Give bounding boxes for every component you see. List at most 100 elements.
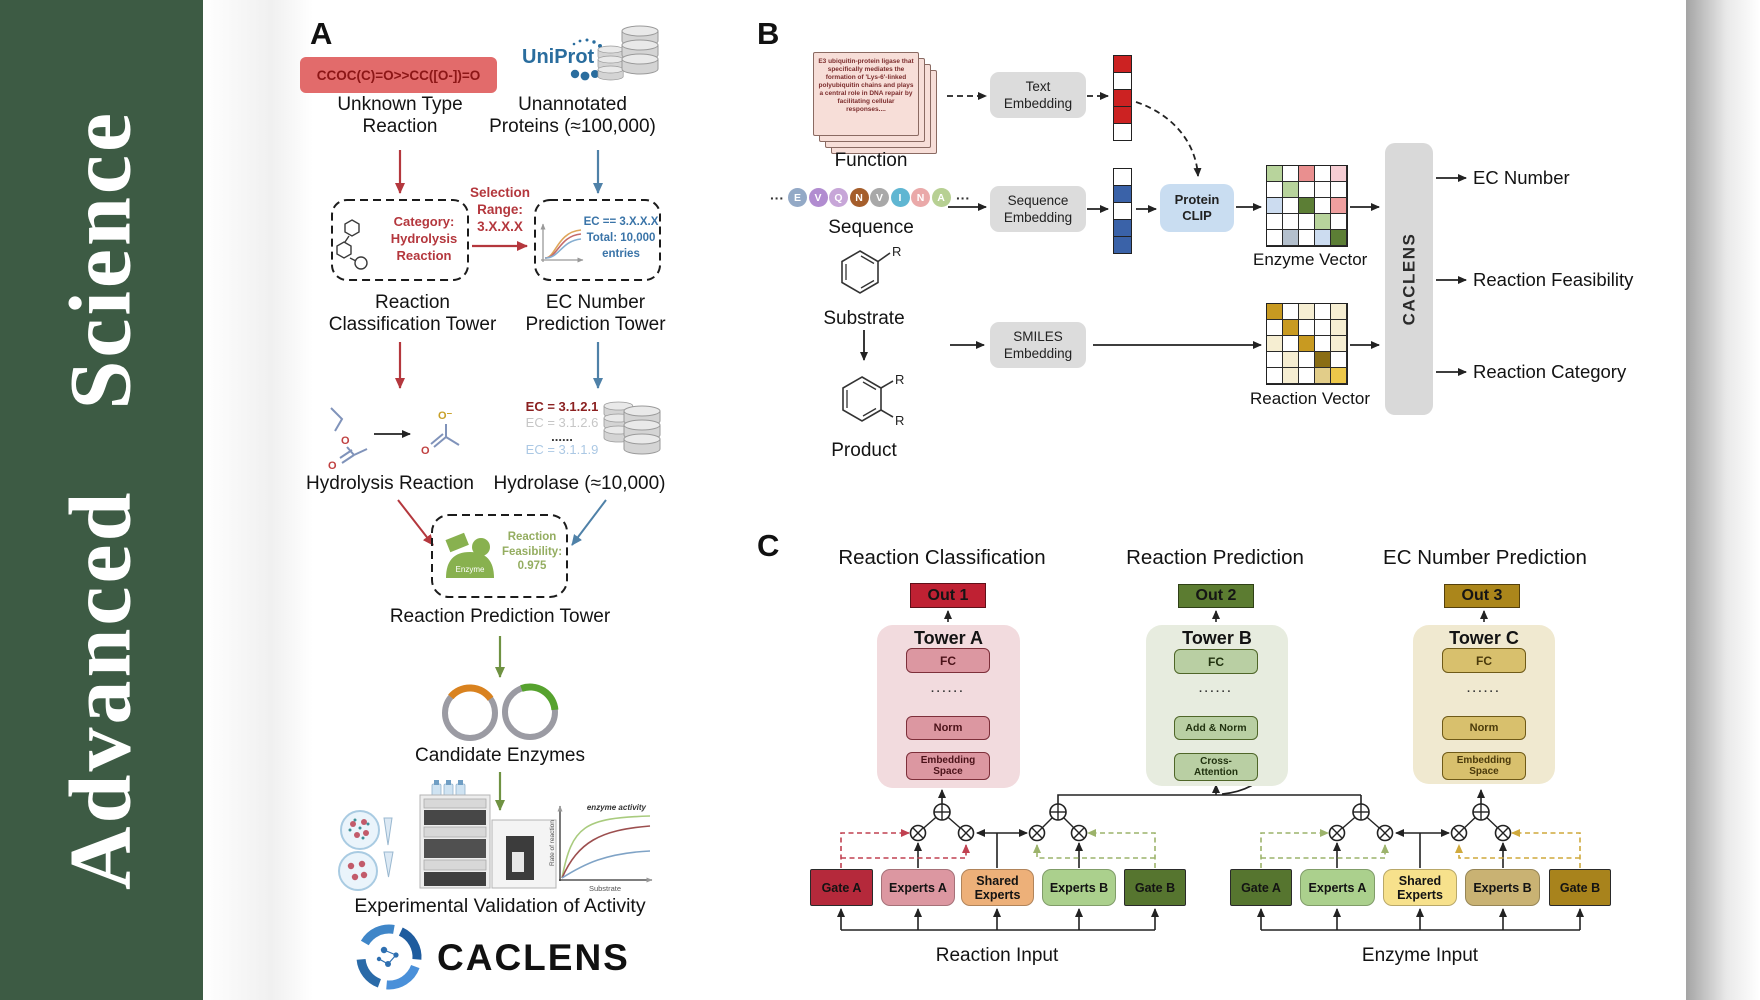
plasmid-icon	[442, 683, 559, 741]
output-ec-number: EC Number	[1473, 167, 1570, 188]
protein-clip-box: Protein CLIP	[1160, 184, 1234, 232]
add-node-icon	[933, 803, 1490, 821]
tower-a-fc: FC	[906, 648, 990, 673]
tower-b-fc: FC	[1174, 649, 1258, 674]
journal-sidebar: Advanced Science	[0, 0, 203, 1000]
unknown-reaction-label: Unknown Type Reaction	[337, 94, 463, 137]
function-cards: E3 ubiquitin-protein ligase that specifi…	[813, 52, 943, 162]
oxygen-label: O	[421, 445, 430, 457]
out3-box: Out 3	[1444, 584, 1520, 608]
output-reaction-feasibility: Reaction Feasibility	[1473, 269, 1634, 290]
moe1-gate-b: Gate B	[1124, 869, 1186, 906]
panel-a-graphics: O O O⁻ O Enzyme	[328, 25, 661, 990]
out2-box: Out 2	[1178, 584, 1254, 608]
panel-b-label: B	[757, 16, 780, 51]
reaction-classification-tower-label: Reaction Classification Tower	[328, 292, 497, 335]
database-icon	[597, 25, 659, 81]
enzyme-input-label: Enzyme Input	[1361, 945, 1479, 966]
text-embedding-box: Text Embedding	[990, 72, 1086, 118]
activity-plot-icon: enzyme activity Rate of reaction Substra…	[549, 803, 653, 893]
tower-a-title: Tower A	[913, 628, 983, 648]
reaction-feasibility-label: Reaction Feasibility: 0.975	[501, 531, 563, 572]
out1-box: Out 1	[910, 583, 986, 608]
oxygen-label: O	[328, 460, 337, 472]
tower-a-dots: ······	[931, 686, 965, 698]
sequence-label: Sequence	[828, 217, 914, 238]
experimental-validation-label: Experimental Validation of Activity	[354, 895, 646, 917]
uniprot-wordmark: UniProt	[522, 46, 595, 68]
tower-b-cross-attention: Cross-Attention	[1174, 753, 1258, 781]
heading-reaction-classification: Reaction Classification	[838, 546, 1046, 569]
tower-a-embedding: Embedding Space	[906, 752, 990, 780]
text-embedding-vector	[1113, 55, 1132, 141]
reaction-input-label: Reaction Input	[935, 945, 1059, 966]
r-group-label: R	[892, 244, 901, 259]
moe1-gate-a: Gate A	[810, 869, 873, 906]
candidate-enzymes-label: Candidate Enzymes	[414, 745, 586, 766]
hplc-instrument-icon	[419, 780, 557, 889]
oxygen-anion-label: O⁻	[438, 410, 453, 422]
moe1-experts-a: Experts A	[881, 869, 955, 906]
petri-dish-icon	[338, 810, 394, 891]
category-label: Category: Hydrolysis Reaction	[390, 214, 458, 263]
curve-label: enzyme activity	[587, 803, 647, 812]
plot-xlabel: Substrate	[589, 884, 621, 893]
caclens-wordmark: CACLENS	[437, 937, 630, 978]
product-structure-icon	[842, 376, 894, 422]
output-reaction-category: Reaction Category	[1473, 361, 1627, 382]
tower-c-fc: FC	[1442, 648, 1526, 673]
ester-structure-icon	[330, 407, 368, 464]
heading-ec-number-prediction: EC Number Prediction	[1383, 546, 1587, 569]
hydrolase-label: Hydrolase (≈10,000)	[493, 473, 666, 494]
acetate-structure-icon	[430, 424, 460, 448]
page-shadow-right	[1686, 0, 1760, 1000]
tower-c-title: Tower C	[1449, 628, 1519, 648]
ec-result-list: EC = 3.1.2.1 EC = 3.1.2.6 ...... EC = 3.…	[525, 399, 599, 457]
moe2-gate-b: Gate B	[1549, 869, 1611, 906]
heading-reaction-prediction: Reaction Prediction	[1126, 546, 1304, 569]
ec-curves-icon	[540, 223, 584, 263]
sequence-embedding-box: Sequence Embedding	[990, 186, 1086, 232]
tower-c-dots: ······	[1467, 686, 1501, 698]
tower-b-title: Tower B	[1182, 628, 1252, 648]
tower-a-norm: Norm	[906, 716, 990, 740]
database-icon-2	[603, 401, 661, 455]
product-label: Product	[831, 440, 897, 461]
tower-c-embedding: Embedding Space	[1442, 752, 1526, 780]
page-shadow-left	[203, 0, 313, 1000]
panel-c-label: C	[757, 528, 780, 563]
moe1-shared-experts: Shared Experts	[961, 869, 1034, 906]
reaction-vector-label: Reaction Vector	[1250, 389, 1371, 408]
ec-number-prediction-tower-label: EC Number Prediction Tower	[525, 292, 666, 335]
caclens-logo-icon	[356, 924, 422, 990]
multiply-node-icon	[909, 824, 1512, 842]
tower-b-addnorm: Add & Norm	[1174, 716, 1258, 740]
moe2-shared-experts: Shared Experts	[1383, 869, 1457, 906]
r-group-label: R	[895, 372, 904, 387]
molecule-icon	[336, 219, 368, 270]
substrate-label: Substrate	[823, 308, 905, 329]
hydrolysis-reaction-label: Hydrolysis Reaction	[306, 473, 474, 494]
moe1-experts-b: Experts B	[1042, 869, 1116, 906]
function-label: Function	[834, 150, 908, 171]
enzyme-vector-label: Enzyme Vector	[1253, 250, 1368, 269]
caclens-bar: CACLENS	[1385, 143, 1433, 415]
smiles-embedding-box: SMILES Embedding	[990, 322, 1086, 368]
reaction-vector-grid	[1266, 303, 1348, 385]
panel-a-label: A	[310, 16, 333, 51]
moe2-experts-a: Experts A	[1300, 869, 1375, 906]
unannotated-proteins-label: Unannotated Proteins (≈100,000)	[489, 94, 656, 137]
selection-range-label: Selection Range: 3.X.X.X	[469, 185, 531, 234]
journal-title: Advanced Science	[52, 109, 150, 891]
plot-ylabel: Rate of reaction	[549, 820, 556, 866]
ec-selection-label: EC == 3.X.X.X Total: 10,000 entries	[583, 216, 659, 260]
enzyme-icon: Enzyme	[445, 532, 494, 578]
r-group-label: R	[895, 413, 904, 428]
substrate-structure-icon	[841, 250, 891, 294]
tower-c-norm: Norm	[1442, 716, 1526, 740]
reaction-prediction-tower-label: Reaction Prediction Tower	[389, 606, 611, 627]
enzyme-badge-label: Enzyme	[456, 565, 485, 574]
